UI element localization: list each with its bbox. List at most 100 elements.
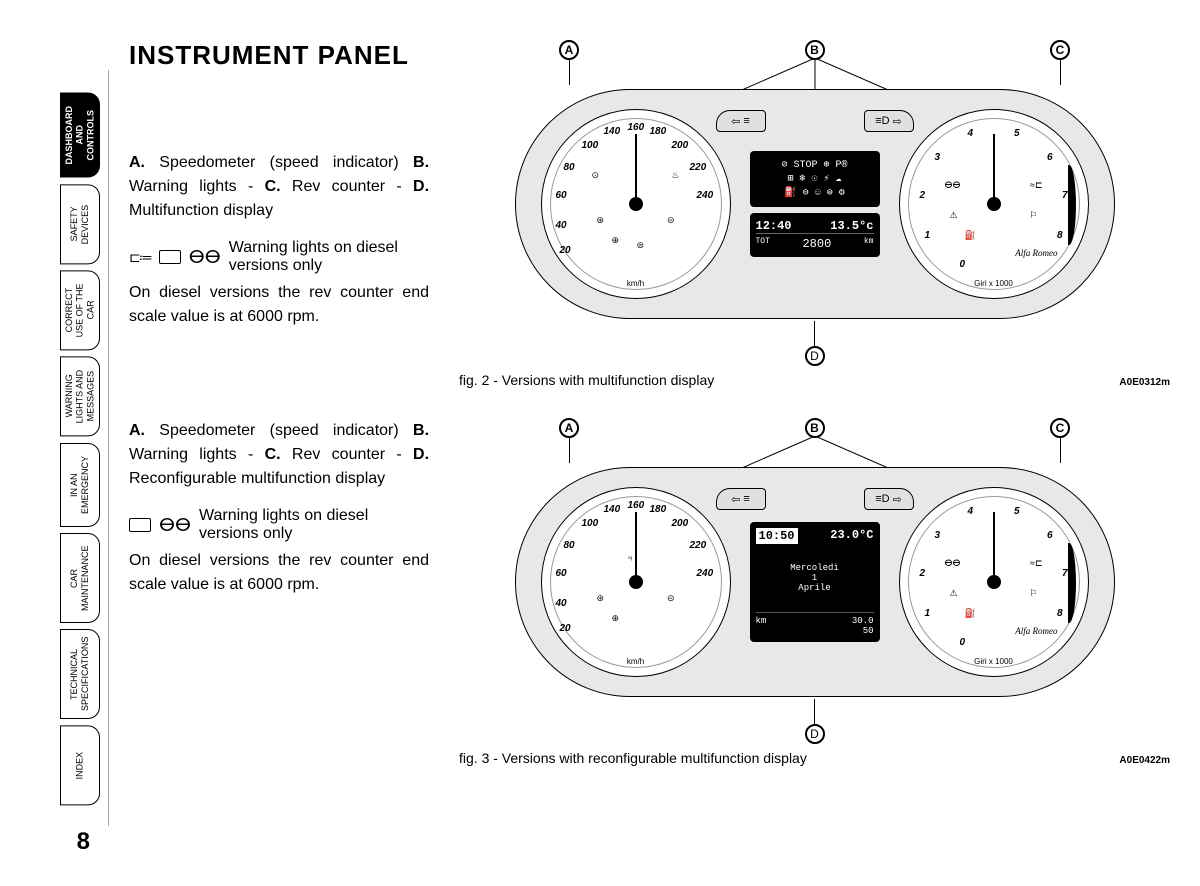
diesel-icons-row-1: ⊏≔ ⴱⴱ Warning lights on diesel versions …	[129, 239, 429, 275]
filter-icon	[159, 250, 181, 264]
callouts-bottom-fig3: D	[459, 699, 1170, 744]
tachometer-needle	[993, 512, 995, 582]
tachometer-needle	[993, 134, 995, 204]
callout-a: A	[559, 418, 579, 438]
diesel-note-2: On diesel versions the rev counter end s…	[129, 549, 429, 597]
turn-signal-right-icon: ≡D⇨	[864, 110, 914, 132]
multifunction-display: 12:4013.5°c TOT2800km	[750, 213, 880, 257]
legend-1: A. Speedometer (speed indicator) B. Warn…	[129, 151, 429, 223]
injector-icon: ⊏≔	[129, 249, 151, 266]
warn-icon: ⚐	[1029, 588, 1037, 599]
turn-signal-left-icon: ⇦≡	[716, 110, 766, 132]
diesel-icon-note-1: Warning lights on diesel versions only	[229, 239, 429, 275]
filter-icon	[129, 518, 151, 532]
callout-a: A	[559, 40, 579, 60]
temperature: 23.0°C	[830, 528, 873, 544]
glowplug-icon: ⴱⴱ	[189, 247, 221, 268]
warn-icon: ⊛	[597, 593, 605, 604]
glowplug-icon: ⴱⴱ	[159, 515, 191, 536]
description-block-1: A. Speedometer (speed indicator) B. Warn…	[129, 151, 429, 329]
figure-2-caption: fig. 2 - Versions with multifunction dis…	[459, 372, 1170, 388]
clock: 12:40	[756, 219, 792, 233]
callouts-top-fig2: A B C	[459, 40, 1170, 85]
sidebar-tabs: DASHBOARD AND CONTROLS SAFETY DEVICES CO…	[20, 40, 100, 856]
speedometer: 20 40 60 80 100 140 160 180 200 220 240 …	[541, 109, 731, 299]
figure-3: A B C ⇦≡ ≡D⇨	[459, 418, 1170, 766]
warn-icon: ≈⊏	[1030, 558, 1042, 569]
center-display-fig3: 10:5023.0°C Mercoledì 1 Aprile km30.0 50	[750, 522, 880, 642]
text-column: INSTRUMENT PANEL A. Speedometer (speed i…	[129, 40, 429, 856]
instrument-panel-fig2: ⇦≡ ≡D⇨ 20 40 60 80 100 140 160	[515, 89, 1115, 319]
warn-icon: ⊕	[612, 613, 620, 624]
callouts-bottom-fig2: D	[459, 321, 1170, 366]
content: INSTRUMENT PANEL A. Speedometer (speed i…	[129, 40, 1170, 856]
warn-icon: ⊜	[637, 240, 645, 251]
warn-icon: ⛽	[965, 230, 976, 241]
warn-icon: ⊛	[597, 215, 605, 226]
figure-column: A B C ⇦≡ ≡D⇨	[459, 40, 1170, 856]
odometer: 2800	[802, 237, 831, 251]
tab-correct-use[interactable]: CORRECT USE OF THE CAR	[60, 270, 100, 350]
callout-d: D	[805, 346, 825, 366]
warn-icon: ⛽	[965, 608, 976, 619]
tachometer-unit: Giri x 1000	[974, 279, 1013, 288]
clock: 10:50	[756, 528, 798, 544]
tab-dashboard[interactable]: DASHBOARD AND CONTROLS	[60, 93, 100, 178]
page-number: 8	[77, 828, 90, 856]
warn-icon: ⊕	[612, 235, 620, 246]
tab-index[interactable]: INDEX	[60, 725, 100, 805]
tachometer-unit: Giri x 1000	[974, 657, 1013, 666]
warn-icon: ≈⊏	[1030, 180, 1042, 191]
turn-signal-left-icon: ⇦≡	[716, 488, 766, 510]
temperature: 13.5°c	[830, 219, 873, 233]
warn-icon: ⴱⴱ	[945, 180, 961, 191]
tab-tech-specs[interactable]: TECHNICAL SPECIFICATIONS	[60, 629, 100, 719]
warning-light-grid: ⊘ STOP ⊕ P® ⊞ ❄ ☉ ⚡ ☁ ⛽ ⊖ ☺ ⊜ ⚙	[750, 151, 880, 207]
description-block-2: A. Speedometer (speed indicator) B. Warn…	[129, 419, 429, 597]
speedometer-needle	[635, 134, 637, 204]
callout-b: B	[805, 418, 825, 438]
tachometer: 0 1 2 3 4 5 6 7 8 ⴱⴱ ≈⊏ ⚐ ⚠ ⛽	[899, 487, 1089, 677]
trip-km-1: 30.0	[852, 616, 874, 626]
warn-icon: ⚠	[950, 210, 958, 221]
callout-d: D	[805, 724, 825, 744]
instrument-panel-fig3: ⇦≡ ≡D⇨ 20 40 60 80 100 140 160	[515, 467, 1115, 697]
center-display-fig2: ⊘ STOP ⊕ P® ⊞ ❄ ☉ ⚡ ☁ ⛽ ⊖ ☺ ⊜ ⚙ 12:40 13.…	[750, 151, 880, 257]
tab-maintenance[interactable]: CAR MAINTENANCE	[60, 533, 100, 623]
warn-icon: ⴱⴱ	[945, 558, 961, 569]
tab-safety[interactable]: SAFETY DEVICES	[60, 184, 100, 264]
speedometer-unit: km/h	[627, 279, 644, 288]
callout-c: C	[1050, 40, 1070, 60]
tab-warning-lights[interactable]: WARNING LIGHTS AND MESSAGES	[60, 356, 100, 436]
date-number: 1	[756, 573, 874, 583]
warn-icon: ⚐	[1029, 210, 1037, 221]
figure-3-caption: fig. 3 - Versions with reconfigurable mu…	[459, 750, 1170, 766]
warn-icon: ⊙	[592, 170, 600, 181]
callout-c: C	[1050, 418, 1070, 438]
tab-emergency[interactable]: IN AN EMERGENCY	[60, 443, 100, 527]
indicator-cluster-left: ⇦≡	[716, 488, 766, 510]
reconfigurable-display: 10:5023.0°C Mercoledì 1 Aprile km30.0 50	[750, 522, 880, 642]
vertical-divider	[108, 70, 109, 826]
figure-2: A B C ⇦≡ ≡D⇨	[459, 40, 1170, 388]
tachometer: 0 1 2 3 4 5 6 7 8 ⴱⴱ ≈⊏ ⚐ ⚠ ⛽	[899, 109, 1089, 299]
figure-3-ref: A0E0422m	[1119, 755, 1170, 766]
seatbelt-icon: ♃	[627, 553, 634, 563]
brand-badge: Alfa Romeo	[1015, 248, 1057, 258]
indicator-cluster-right: ≡D⇨	[864, 488, 914, 510]
speedometer-unit: km/h	[627, 657, 644, 666]
redline-zone	[1062, 165, 1076, 245]
warn-icon: ⊝	[667, 215, 675, 226]
speedometer-needle	[635, 512, 637, 582]
callout-b: B	[805, 40, 825, 60]
legend-2: A. Speedometer (speed indicator) B. Warn…	[129, 419, 429, 491]
indicator-cluster-right: ≡D⇨	[864, 110, 914, 132]
warn-icon: ⚠	[950, 588, 958, 599]
page-title: INSTRUMENT PANEL	[129, 40, 429, 71]
diesel-icons-row-2: ⴱⴱ Warning lights on diesel versions onl…	[129, 507, 429, 543]
turn-signal-right-icon: ≡D⇨	[864, 488, 914, 510]
warn-icon: ♨	[671, 170, 679, 181]
callouts-top-fig3: A B C	[459, 418, 1170, 463]
speedometer: 20 40 60 80 100 140 160 180 200 220 240 …	[541, 487, 731, 677]
diesel-note-1: On diesel versions the rev counter end s…	[129, 281, 429, 329]
